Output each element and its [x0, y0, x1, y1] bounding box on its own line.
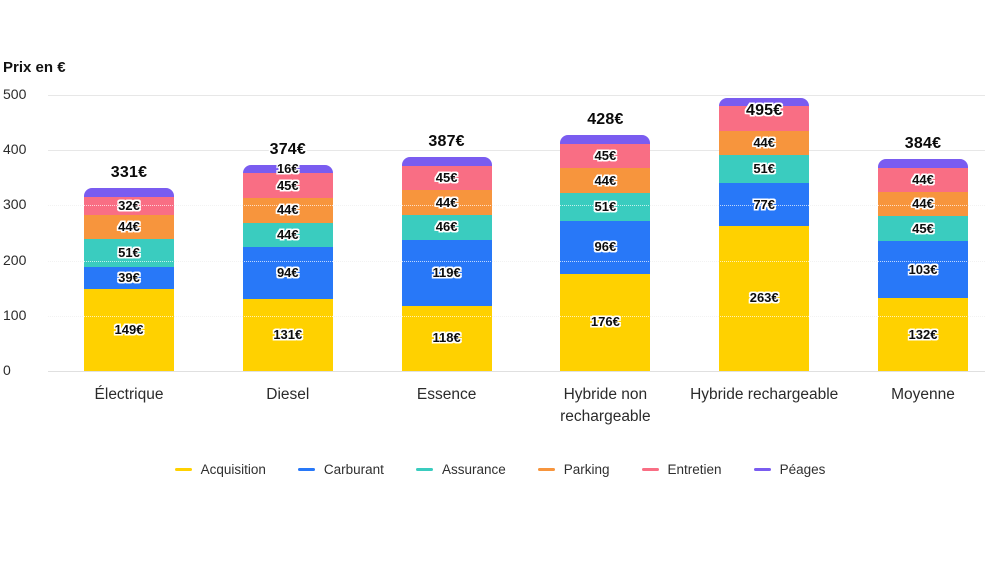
bar-segment-acquisition[interactable]: [242, 298, 333, 371]
bar-segment-acquisition[interactable]: [719, 225, 810, 371]
bar-segment-acquisition[interactable]: [878, 298, 968, 371]
legend-item-assurance[interactable]: Assurance: [415, 462, 506, 477]
bar-segment-parking[interactable]: [560, 168, 651, 193]
bar-segment-entretien[interactable]: [719, 106, 810, 131]
bar-segment-entretien[interactable]: [401, 165, 492, 191]
gridline-100: [48, 315, 985, 317]
legend-label: Assurance: [441, 462, 506, 477]
legend-item-peages[interactable]: Péages: [753, 462, 826, 477]
bar-segment-carburant[interactable]: [878, 241, 968, 299]
legend: Acquisition Carburant Assurance Parking Entr…: [0, 462, 1000, 477]
gridline-200: [48, 260, 985, 262]
bar-segment-entretien[interactable]: [84, 197, 174, 215]
legend-marker-icon: [641, 468, 659, 471]
bar-segment-parking[interactable]: [242, 198, 333, 223]
bar-segment-carburant[interactable]: [401, 240, 492, 306]
bar-segment-peages[interactable]: [719, 97, 810, 107]
legend-item-acquisition[interactable]: Acquisition: [174, 462, 266, 477]
legend-label: Parking: [563, 462, 610, 477]
bar-segment-entretien[interactable]: [242, 173, 333, 199]
legend-label: Acquisition: [200, 462, 266, 477]
bar-segment-parking[interactable]: [84, 214, 174, 240]
legend-label: Péages: [779, 462, 826, 477]
bar-segment-assurance[interactable]: [878, 216, 968, 242]
x-axis-label-electrique: Électrique: [94, 386, 164, 403]
legend-label: Entretien: [667, 462, 722, 477]
bar-segment-peages[interactable]: [560, 134, 651, 144]
bar-segment-assurance[interactable]: [84, 239, 174, 268]
gridline-0: [48, 371, 985, 372]
bar-segment-carburant[interactable]: [719, 183, 810, 226]
bar-segment-assurance[interactable]: [242, 222, 333, 247]
bar-segment-entretien[interactable]: [560, 143, 651, 169]
bar-segment-carburant[interactable]: [560, 220, 651, 274]
bar-segment-assurance[interactable]: [560, 192, 651, 221]
x-axis-label-diesel: Diesel: [266, 386, 310, 403]
legend-item-carburant[interactable]: Carburant: [297, 462, 384, 477]
y-tick-label-500: 500: [3, 86, 27, 102]
y-tick-label-200: 200: [3, 251, 27, 268]
legend-marker-icon: [753, 468, 771, 471]
y-tick-label-0: 0: [3, 362, 11, 378]
x-axis-label-hybride-non-rechargeable: Hybride non rechargeable: [560, 386, 651, 425]
legend-marker-icon: [415, 468, 433, 471]
bar-segment-acquisition[interactable]: [84, 288, 174, 371]
bar-segment-parking[interactable]: [719, 130, 810, 156]
y-tick-label-100: 100: [3, 306, 27, 323]
legend-marker-icon: [174, 468, 192, 471]
gridline-400: [48, 150, 985, 152]
y-tick-label-300: 300: [3, 196, 27, 213]
bar-segment-peages[interactable]: [84, 188, 174, 198]
y-tick-label-400: 400: [3, 141, 27, 158]
legend-marker-icon: [537, 468, 555, 471]
x-axis-label-moyenne: Moyenne: [891, 386, 955, 403]
y-axis-title: Prix en €: [3, 59, 66, 76]
gridline-500: [48, 95, 985, 96]
x-axis-label-essence: Essence: [416, 386, 477, 403]
legend-label: Carburant: [323, 462, 384, 477]
bar-segment-acquisition[interactable]: [560, 273, 651, 371]
bar-segment-peages[interactable]: [878, 159, 968, 168]
bar-segment-peages[interactable]: [242, 164, 333, 174]
bar-total-label: 331€: [110, 164, 148, 182]
bar-segment-assurance[interactable]: [401, 214, 492, 241]
bar-segment-carburant[interactable]: [242, 246, 333, 299]
legend-marker-icon: [297, 468, 315, 471]
legend-item-entretien[interactable]: Entretien: [641, 462, 722, 477]
bar-segment-assurance[interactable]: [719, 155, 810, 184]
bar-segment-parking[interactable]: [401, 190, 492, 215]
x-axis-label-hybride-rechargeable: Hybride rechargeable: [690, 386, 839, 403]
bar-segment-entretien[interactable]: [878, 167, 968, 193]
legend-item-parking[interactable]: Parking: [537, 462, 610, 477]
gridline-300: [48, 205, 985, 207]
bar-segment-parking[interactable]: [878, 192, 968, 217]
bar-segment-acquisition[interactable]: [401, 305, 492, 371]
bar-total-label: 428€: [587, 110, 624, 128]
bar-segment-peages[interactable]: [401, 157, 492, 166]
bar-segment-carburant[interactable]: [84, 267, 174, 289]
